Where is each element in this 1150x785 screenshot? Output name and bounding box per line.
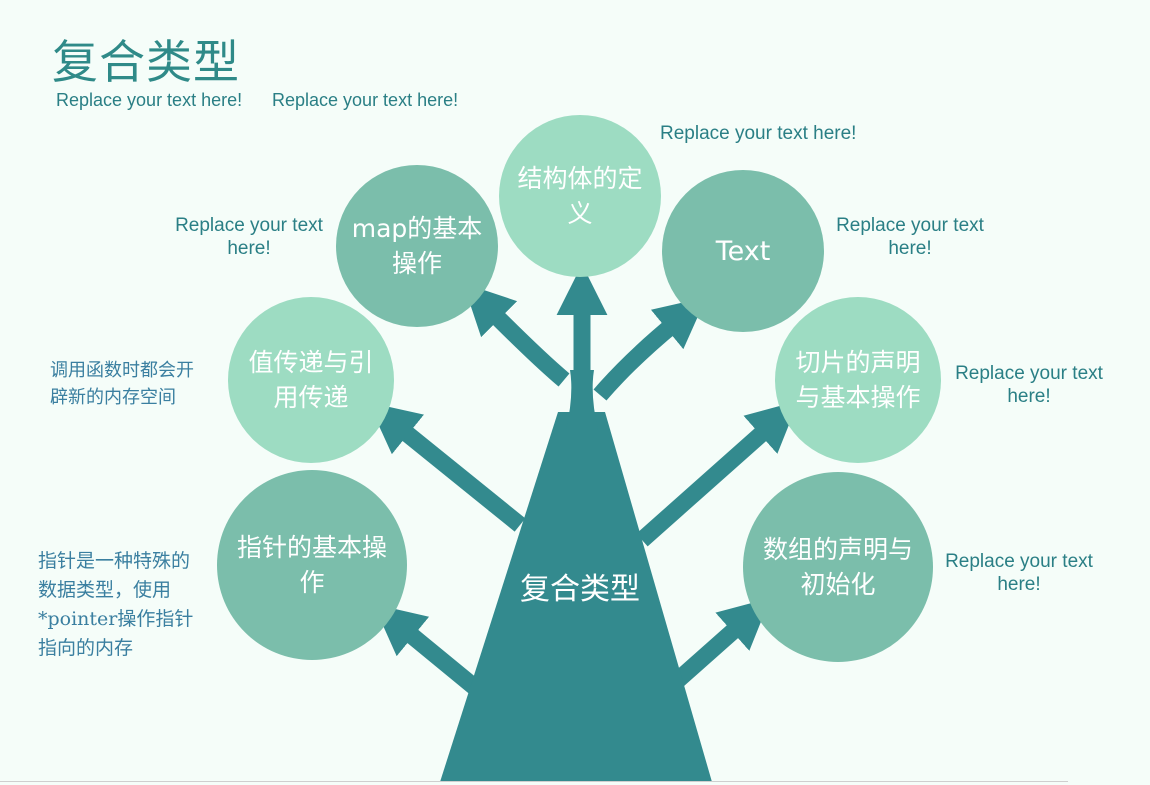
caption-text: Replace your text here! [836,215,984,259]
node-slice-declaration: 切片的声明与基本操作 [775,297,941,463]
node-label: 指针的基本操作 [236,533,387,597]
node-label: Text [715,235,771,267]
node-label: 切片的声明与基本操作 [795,348,921,412]
caption-array: Replace your text here! [945,551,1093,595]
node-label: 数组的声明与初始化 [762,535,913,599]
branch-to-text [593,297,707,401]
node-label: map的基本操作 [351,214,483,278]
node-map-basics: map的基本操作 [336,165,498,327]
caption-struct: Replace your text here! [660,123,857,144]
subtitle-1: Replace your text here! [56,90,243,110]
branch-to-slice [636,400,799,547]
branch-to-value-ref [368,402,526,532]
caption-slice: Replace your text here! [955,363,1103,407]
node-label: 结构体的定义 [517,164,643,228]
bottom-divider [0,781,1068,782]
center-label: 复合类型 [520,572,640,607]
subtitle-2: Replace your text here! [272,90,459,110]
branch-to-map [463,283,570,387]
node-value-reference: 值传递与引用传递 [228,297,394,463]
note-value-reference: 调用函数时都会开辟新的内存空间 [50,360,194,408]
node-array-declaration: 数组的声明与初始化 [743,472,933,662]
node-label: 值传递与引用传递 [248,348,374,412]
slide-title: 复合类型 [52,35,240,89]
caption-map: Replace your text here! [175,215,323,259]
branch-to-pointer [373,604,484,697]
node-text: Text [662,170,824,332]
branch-to-array [672,597,771,687]
node-pointer-basics: 指针的基本操作 [217,470,407,660]
tree-trunk [440,412,712,782]
node-struct-definition: 结构体的定义 [499,115,661,277]
note-pointer: 指针是一种特殊的数据类型，使用*pointer操作指针指向的内存 [38,550,194,659]
